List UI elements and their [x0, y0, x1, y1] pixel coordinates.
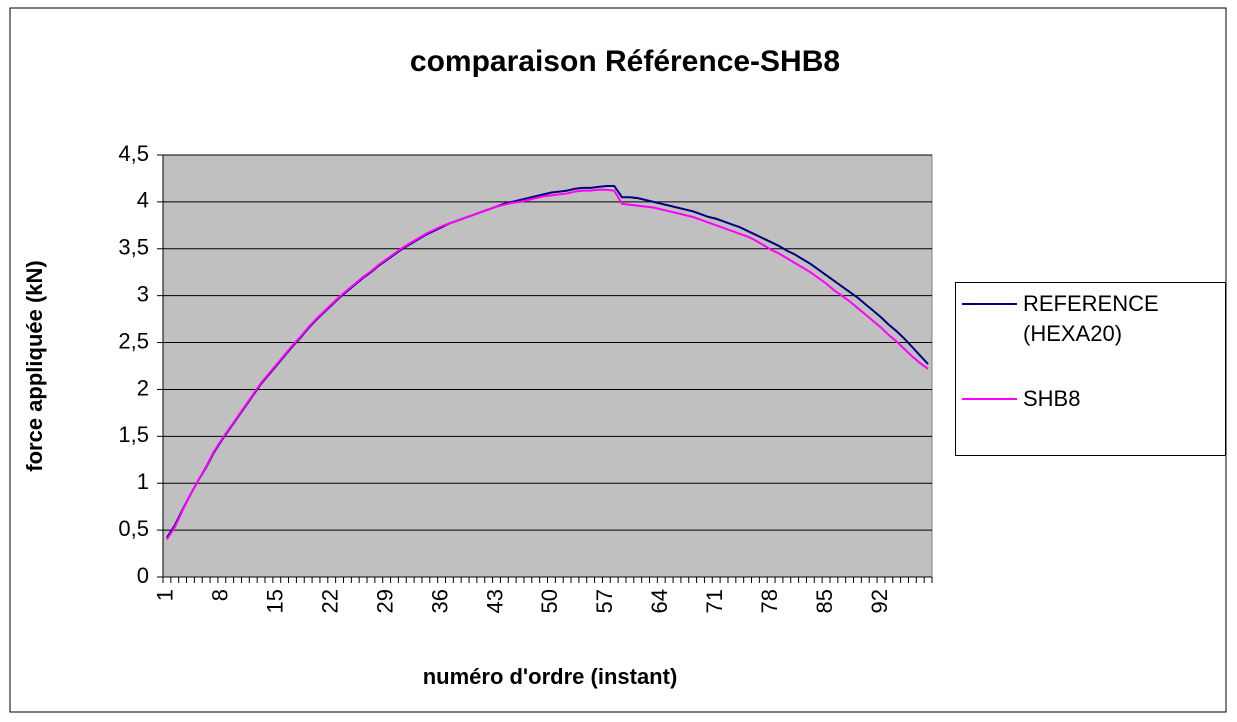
y-tick-label: 4,5 [118, 141, 149, 166]
x-tick-label: 71 [702, 589, 727, 613]
series-line [166, 188, 929, 541]
x-tick-label: 15 [263, 589, 288, 613]
x-tick-label: 78 [757, 589, 782, 613]
legend: REFERENCE (HEXA20) SHB8 [955, 282, 1226, 456]
x-tick-label: 1 [153, 589, 178, 601]
x-tick-label: 36 [427, 589, 452, 613]
y-tick-label: 2 [137, 375, 149, 400]
legend-swatch [962, 303, 1017, 305]
y-axis-label: force appliquée (kN) [22, 260, 47, 471]
x-tick-label: 50 [537, 589, 562, 613]
y-tick-label: 1,5 [118, 422, 149, 447]
x-tick-label: 43 [482, 589, 507, 613]
plot-area [162, 154, 933, 578]
x-tick-label: 8 [208, 589, 233, 601]
y-tick-label: 3,5 [118, 235, 149, 260]
x-tick-label: 92 [867, 589, 892, 613]
chart-title: comparaison Référence-SHB8 [410, 45, 840, 78]
legend-label: REFERENCE (HEXA20) [1023, 291, 1159, 346]
y-tick-label: 0,5 [118, 516, 149, 541]
y-tick-label: 3 [137, 281, 149, 306]
x-tick-label: 85 [812, 589, 837, 613]
x-axis-label: numéro d'ordre (instant) [423, 664, 678, 689]
x-tick-label: 22 [318, 589, 343, 613]
legend-swatch [962, 398, 1017, 400]
y-tick-label: 4 [137, 188, 149, 213]
x-tick-label: 64 [647, 589, 672, 613]
legend-entry: REFERENCE (HEXA20) [962, 289, 1213, 349]
x-tick-label: 57 [592, 589, 617, 613]
y-tick-label: 2,5 [118, 328, 149, 353]
legend-entry: SHB8 [962, 384, 1213, 414]
y-tick-label: 1 [137, 469, 149, 494]
x-tick-label: 29 [372, 589, 397, 613]
y-tick-label: 0 [137, 563, 149, 588]
legend-label: SHB8 [1023, 386, 1081, 411]
